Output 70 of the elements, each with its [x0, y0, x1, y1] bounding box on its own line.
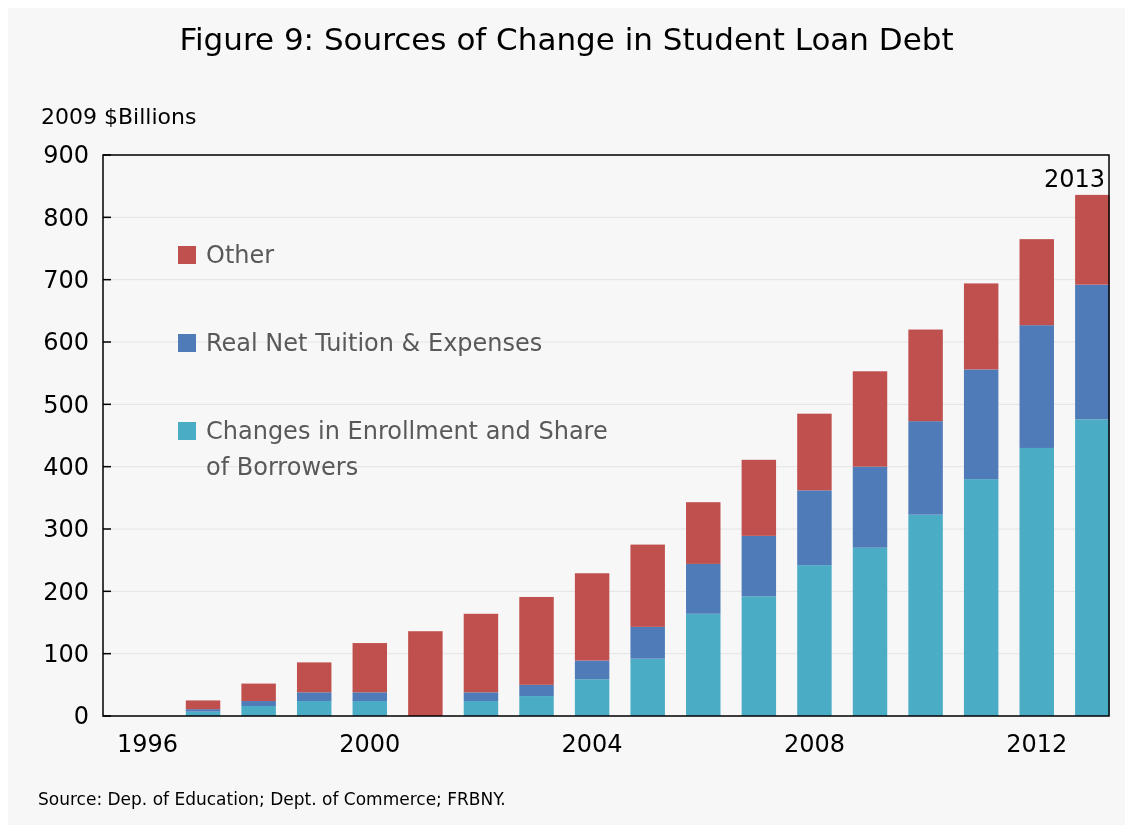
bar — [908, 329, 943, 422]
y-tick-label: 900 — [43, 141, 89, 170]
legend-label: Changes in Enrollment and Share of Borrowers — [206, 417, 608, 482]
y-tick-label: 100 — [43, 640, 89, 669]
bar — [741, 535, 777, 597]
bar — [185, 709, 221, 712]
bar — [352, 701, 388, 716]
bar — [630, 658, 665, 716]
legend-label: Other — [206, 241, 275, 270]
bar — [852, 466, 888, 548]
source-note: Source: Dep. of Education; Dept. of Commerce; FRBNY. — [38, 789, 506, 809]
bar — [463, 613, 499, 693]
bar — [408, 631, 443, 716]
bar — [241, 706, 276, 716]
bar — [963, 369, 999, 480]
bar — [963, 283, 999, 370]
bar — [1019, 325, 1054, 448]
bar — [1019, 447, 1054, 716]
bar — [574, 679, 610, 716]
x-tick-label: 2012 — [1006, 730, 1068, 758]
bar — [630, 544, 665, 627]
bar — [741, 459, 777, 536]
x-tick-label: 2004 — [561, 730, 623, 758]
bar — [797, 490, 832, 566]
bar — [797, 565, 832, 716]
bar — [908, 514, 943, 716]
bar — [463, 692, 499, 702]
y-tick-label: 0 — [73, 702, 89, 731]
x-tick-label: 1996 — [116, 730, 178, 758]
bar — [352, 643, 388, 693]
bar — [519, 696, 554, 716]
bar — [1075, 284, 1110, 420]
bar — [1075, 419, 1110, 716]
bar — [686, 613, 721, 716]
x-tick-label: 2008 — [783, 730, 845, 758]
bar — [630, 626, 665, 659]
bar — [686, 502, 721, 564]
bar — [463, 701, 499, 716]
y-axis-title: 2009 $Billions — [41, 104, 197, 129]
bar — [797, 413, 832, 491]
legend-label: Real Net Tuition & Expenses — [206, 329, 543, 358]
bar — [686, 563, 721, 614]
bar — [241, 683, 276, 702]
bar — [1019, 239, 1054, 326]
chart-title: Figure 9: Sources of Change in Student Loan Debt — [179, 21, 954, 57]
bar — [296, 692, 332, 702]
bar — [741, 596, 777, 716]
annotation: 2013 — [1043, 164, 1105, 193]
bar — [852, 547, 888, 716]
y-tick-label: 400 — [43, 453, 89, 482]
y-tick-label: 800 — [43, 203, 89, 232]
bar — [908, 421, 943, 515]
bar — [352, 692, 388, 702]
bar — [574, 573, 610, 661]
bar — [574, 660, 610, 680]
bar — [519, 684, 554, 697]
y-tick-label: 500 — [43, 390, 89, 419]
y-tick-label: 300 — [43, 515, 89, 544]
bar — [519, 596, 554, 685]
bar — [963, 479, 999, 716]
bar — [852, 371, 888, 467]
x-tick-label: 2000 — [339, 730, 401, 758]
y-tick-label: 200 — [43, 577, 89, 606]
y-tick-label: 600 — [43, 328, 89, 357]
bar — [185, 700, 221, 710]
bar — [1075, 194, 1110, 285]
bar — [296, 701, 332, 716]
y-tick-label: 700 — [43, 266, 89, 295]
bar — [241, 701, 276, 707]
bar — [296, 662, 332, 693]
